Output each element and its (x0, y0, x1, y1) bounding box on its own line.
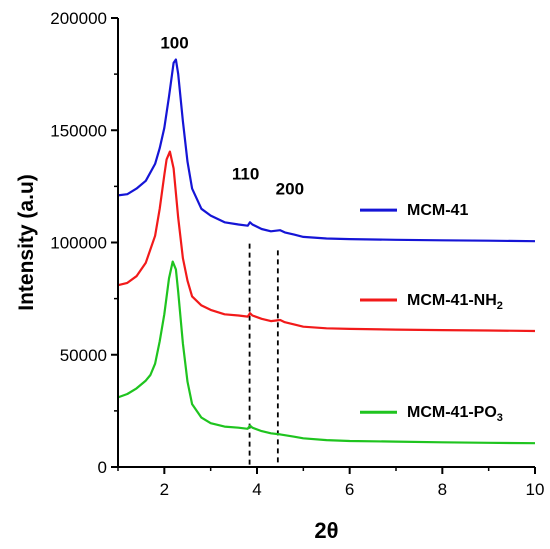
series-line-0 (117, 58, 536, 243)
peak-label-110: 110 (232, 165, 259, 184)
x-tick-label-1: 4 (252, 480, 261, 499)
y-axis-title: Intensity (a.u) (15, 174, 38, 311)
legend-entry-2: MCM-41-PO3 (360, 404, 503, 424)
x-tick-label-3: 8 (438, 480, 447, 499)
legend-entry-0: MCM-41 (360, 202, 468, 219)
y-tick-label-3: 150000 (50, 121, 107, 140)
legend: MCM-41 MCM-41-NH2 MCM-41-PO3 (360, 202, 503, 424)
series-line-1 (117, 150, 536, 333)
labels: 2θ Intensity (a.u) 100 110 200 (15, 33, 339, 543)
legend-label-sub-1: 2 (497, 300, 503, 312)
y-tick-label-2: 100000 (50, 234, 107, 253)
x-tick-label-0: 2 (160, 480, 169, 499)
legend-entry-1: MCM-41-NH2 (360, 292, 503, 312)
legend-label-1: MCM-41-NH2 (407, 292, 503, 312)
x-tick-label-2: 6 (345, 480, 354, 499)
legend-label-sub-2: 3 (497, 412, 503, 424)
legend-label-0: MCM-41 (407, 202, 468, 219)
legend-label-2: MCM-41-PO3 (407, 404, 503, 424)
y-tick-label-0: 0 (98, 458, 107, 477)
peak-label-100: 100 (160, 33, 188, 52)
y-tick-label-1: 50000 (60, 346, 107, 365)
y-tick-label-4: 200000 (50, 9, 107, 28)
x-axis-title: 2θ (314, 518, 338, 543)
x-tick-label-4: 10 (526, 480, 545, 499)
peak-label-200: 200 (276, 179, 304, 198)
plot-area (117, 58, 536, 467)
series-line-2 (117, 260, 536, 445)
